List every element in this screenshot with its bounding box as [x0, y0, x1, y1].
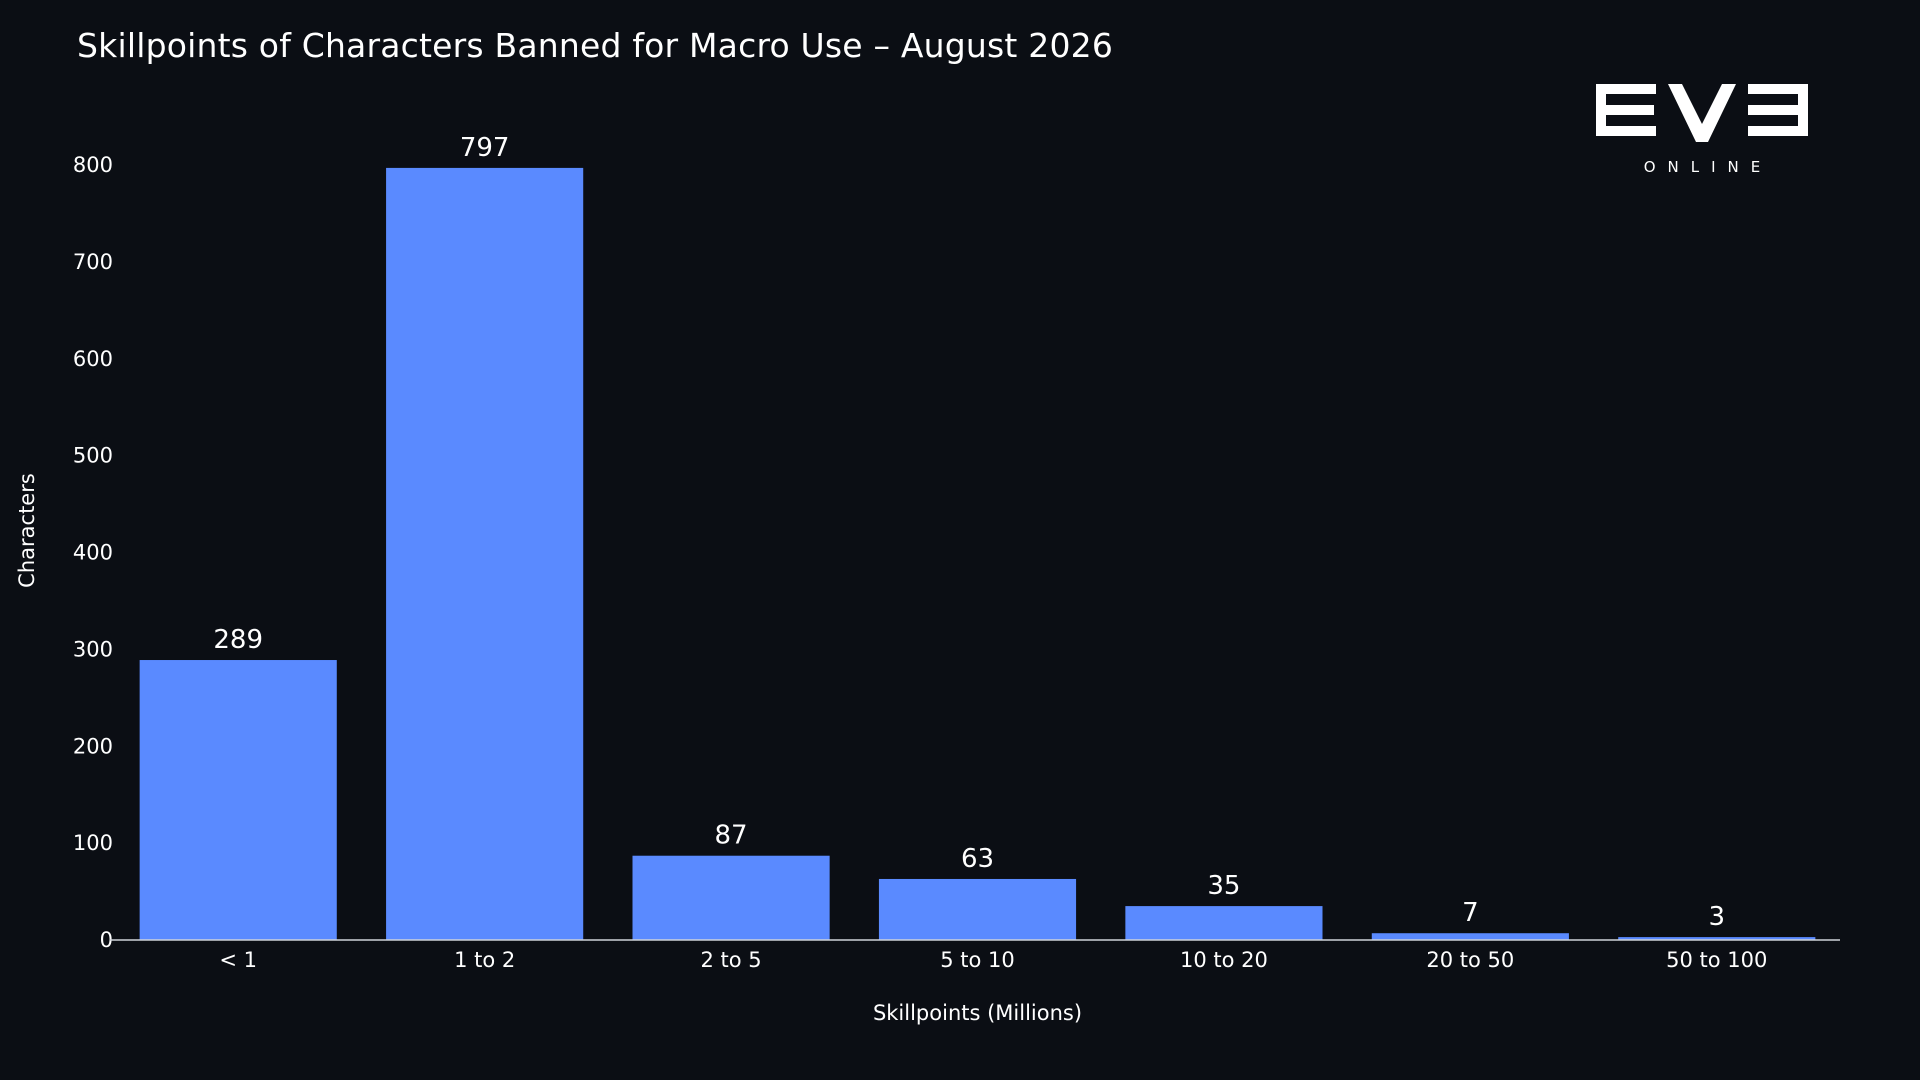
bar-3 [878, 878, 1077, 940]
data-label-3: 63 [961, 844, 994, 874]
bar-6 [1618, 937, 1816, 940]
chart-title: Skillpoints of Characters Banned for Mac… [77, 26, 1114, 65]
x-tick-label-6: 50 to 100 [1666, 948, 1767, 972]
y-tick-label-3: 300 [73, 637, 113, 661]
y-tick-label-6: 600 [73, 347, 113, 371]
data-label-4: 35 [1207, 871, 1240, 901]
bar-5 [1371, 933, 1569, 940]
x-tick-label-5: 20 to 50 [1426, 948, 1514, 972]
logo-e-right [1748, 84, 1808, 136]
bar-4 [1125, 906, 1323, 940]
data-label-5: 7 [1462, 898, 1479, 928]
data-label-1: 797 [460, 133, 510, 163]
logo-subtext: ONLINE [1643, 158, 1773, 176]
y-tick-label-0: 0 [100, 928, 113, 952]
data-label-2: 87 [715, 821, 748, 851]
y-tick-label-5: 500 [73, 444, 113, 468]
y-axis-ticks: 0 100 200 300 400 500 600 700 800 [73, 153, 113, 952]
x-axis-ticks: < 1 1 to 2 2 to 5 5 to 10 10 to 20 20 to 50 50… [219, 948, 1767, 972]
y-axis-title: Characters [15, 473, 39, 588]
logo-v [1668, 84, 1736, 142]
bars [139, 167, 1816, 940]
y-tick-label-4: 400 [73, 541, 113, 565]
data-label-6: 3 [1709, 902, 1726, 932]
x-axis-title: Skillpoints (Millions) [873, 1001, 1082, 1025]
x-tick-label-3: 5 to 10 [940, 948, 1015, 972]
bar-0 [139, 660, 337, 940]
logo-e-left [1596, 84, 1656, 136]
y-tick-label-7: 700 [73, 250, 113, 274]
bar-1 [386, 167, 584, 940]
x-tick-label-2: 2 to 5 [700, 948, 761, 972]
y-tick-label-2: 200 [73, 734, 113, 758]
y-tick-label-1: 100 [73, 831, 113, 855]
y-tick-label-8: 800 [73, 153, 113, 177]
x-tick-label-4: 10 to 20 [1180, 948, 1268, 972]
data-label-0: 289 [213, 625, 263, 655]
x-tick-label-1: 1 to 2 [454, 948, 515, 972]
bar-2 [632, 855, 830, 940]
eve-online-logo [1596, 84, 1808, 142]
data-labels: 289 797 87 63 35 7 3 [213, 133, 1725, 932]
x-tick-label-0: < 1 [219, 948, 257, 972]
